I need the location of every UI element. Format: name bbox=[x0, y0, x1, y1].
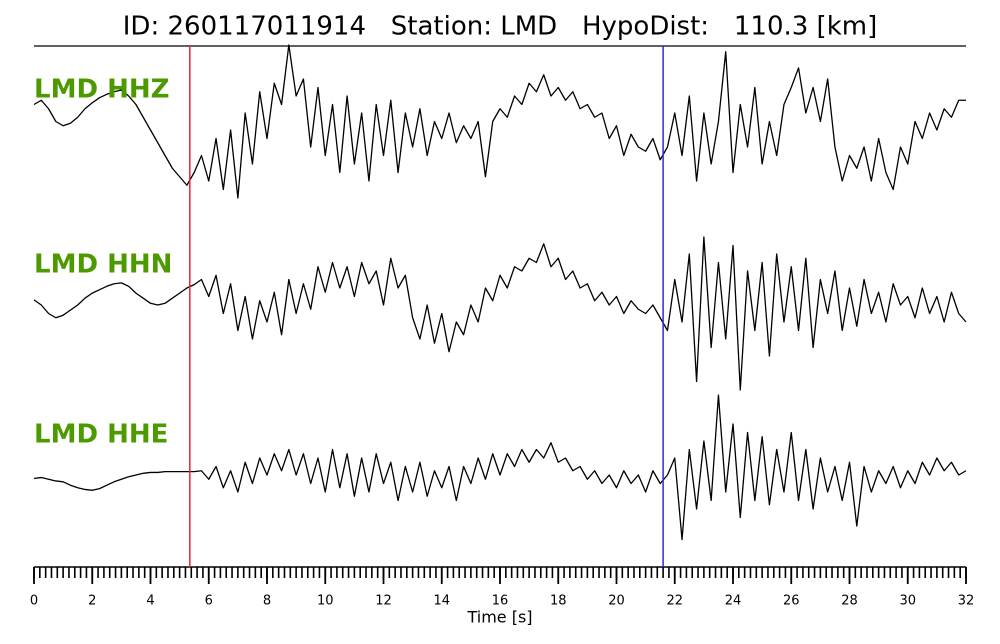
trace-label: LMD HHZ bbox=[34, 75, 169, 105]
chart-title: ID: 260117011914 Station: LMD HypoDist: … bbox=[123, 12, 877, 42]
trace bbox=[33, 236, 967, 391]
x-tick-label: 2 bbox=[88, 594, 96, 609]
x-tick-label: 30 bbox=[899, 594, 916, 609]
x-tick-label: 20 bbox=[608, 594, 625, 609]
x-tick-label: 22 bbox=[666, 594, 683, 609]
x-tick-label: 0 bbox=[30, 594, 38, 609]
trace bbox=[33, 44, 966, 199]
x-tick-label: 24 bbox=[725, 594, 742, 609]
x-tick-label: 12 bbox=[375, 594, 392, 609]
trace bbox=[33, 394, 967, 541]
x-tick-label: 32 bbox=[958, 594, 975, 609]
x-tick-label: 18 bbox=[550, 594, 567, 609]
x-tick-label: 8 bbox=[263, 594, 271, 609]
x-tick-label: 10 bbox=[317, 594, 334, 609]
x-tick-label: 26 bbox=[783, 594, 800, 609]
x-tick-label: 4 bbox=[146, 594, 154, 609]
x-tick-label: 28 bbox=[841, 594, 858, 609]
x-tick-label: 6 bbox=[205, 594, 213, 609]
x-tick-label: 14 bbox=[433, 594, 450, 609]
trace-label: LMD HHN bbox=[34, 250, 172, 280]
x-axis-label: Time [s] bbox=[466, 608, 532, 627]
trace-label: LMD HHE bbox=[34, 420, 168, 450]
x-tick-label: 16 bbox=[492, 594, 509, 609]
